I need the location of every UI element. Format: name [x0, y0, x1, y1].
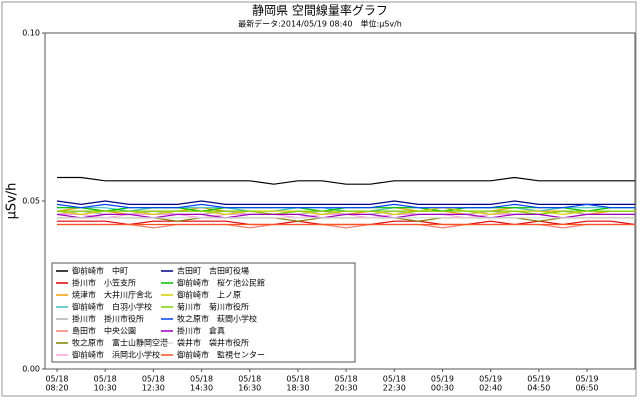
- legend-label: 御前崎市 上ノ原: [177, 290, 241, 300]
- legend-label: 御前崎市 監視センター: [177, 350, 265, 360]
- x-tick-label: 06:50: [575, 384, 598, 393]
- x-tick-label: 04:50: [527, 384, 550, 393]
- chart-title: 静岡県 空間線量率グラフ: [252, 3, 388, 18]
- x-tick-label: 14:30: [190, 384, 213, 393]
- legend-label: 吉田町 吉田町役場: [177, 266, 249, 276]
- series-line: [56, 203, 636, 209]
- legend-label: 焼津市 大井川庁舎北: [72, 290, 152, 300]
- chart-subtitle: 最新データ:2014/05/19 08:40 単位:μSv/h: [238, 19, 402, 29]
- x-tick-label: 05/18: [238, 375, 261, 384]
- x-tick-label: 05/18: [94, 375, 117, 384]
- x-tick-label: 05/19: [527, 375, 550, 384]
- legend-label: 掛川市 倉真: [177, 326, 225, 336]
- legend-label: 袋井市 袋井市役所: [177, 338, 249, 348]
- x-tick-label: 05/18: [45, 375, 68, 384]
- y-tick-label: 0.10: [22, 29, 40, 38]
- x-tick-label: 05/18: [335, 375, 358, 384]
- legend-label: 御前崎市 桜ケ池公民館: [177, 278, 265, 288]
- y-tick-label: 0.05: [22, 197, 40, 206]
- x-tick-label: 05/18: [286, 375, 309, 384]
- legend-label: 御前崎市 浜岡北小学校: [72, 350, 160, 360]
- legend-label: 牧之原市 富士山静岡空港: [72, 338, 168, 348]
- x-tick-label: 02:40: [479, 384, 502, 393]
- legend-label: 掛川市 掛川市役所: [72, 314, 144, 324]
- series-line: [56, 200, 636, 206]
- x-tick-label: 12:30: [142, 384, 165, 393]
- legend-label: 掛川市 小笠支所: [72, 278, 136, 288]
- x-tick-label: 16:30: [238, 384, 261, 393]
- legend-label: 御前崎市 中町: [72, 266, 128, 276]
- x-tick-label: 18:30: [286, 384, 309, 393]
- x-tick-label: 05/19: [575, 375, 598, 384]
- x-tick-label: 05/18: [190, 375, 213, 384]
- x-tick-label: 10:30: [94, 384, 117, 393]
- x-tick-label: 08:20: [45, 384, 68, 393]
- legend-box: [51, 262, 356, 363]
- legend-label: 島田市 中央公園: [72, 326, 136, 336]
- x-tick-label: 05/19: [431, 375, 454, 384]
- legend-label: 牧之原市 萩間小学校: [177, 314, 257, 324]
- x-tick-label: 00:30: [431, 384, 454, 393]
- legend-label: 御前崎市 白羽小学校: [72, 302, 152, 312]
- x-tick-label: 20:30: [335, 384, 358, 393]
- x-tick-label: 05/18: [142, 375, 165, 384]
- x-tick-label: 22:30: [383, 384, 406, 393]
- x-tick-label: 05/18: [383, 375, 406, 384]
- legend-label: 菊川市 菊川市役所: [177, 302, 249, 312]
- y-axis-label: μSv/h: [5, 183, 20, 220]
- x-tick-label: 05/19: [479, 375, 502, 384]
- series-line: [57, 176, 636, 185]
- y-tick-label: 0.00: [22, 365, 40, 374]
